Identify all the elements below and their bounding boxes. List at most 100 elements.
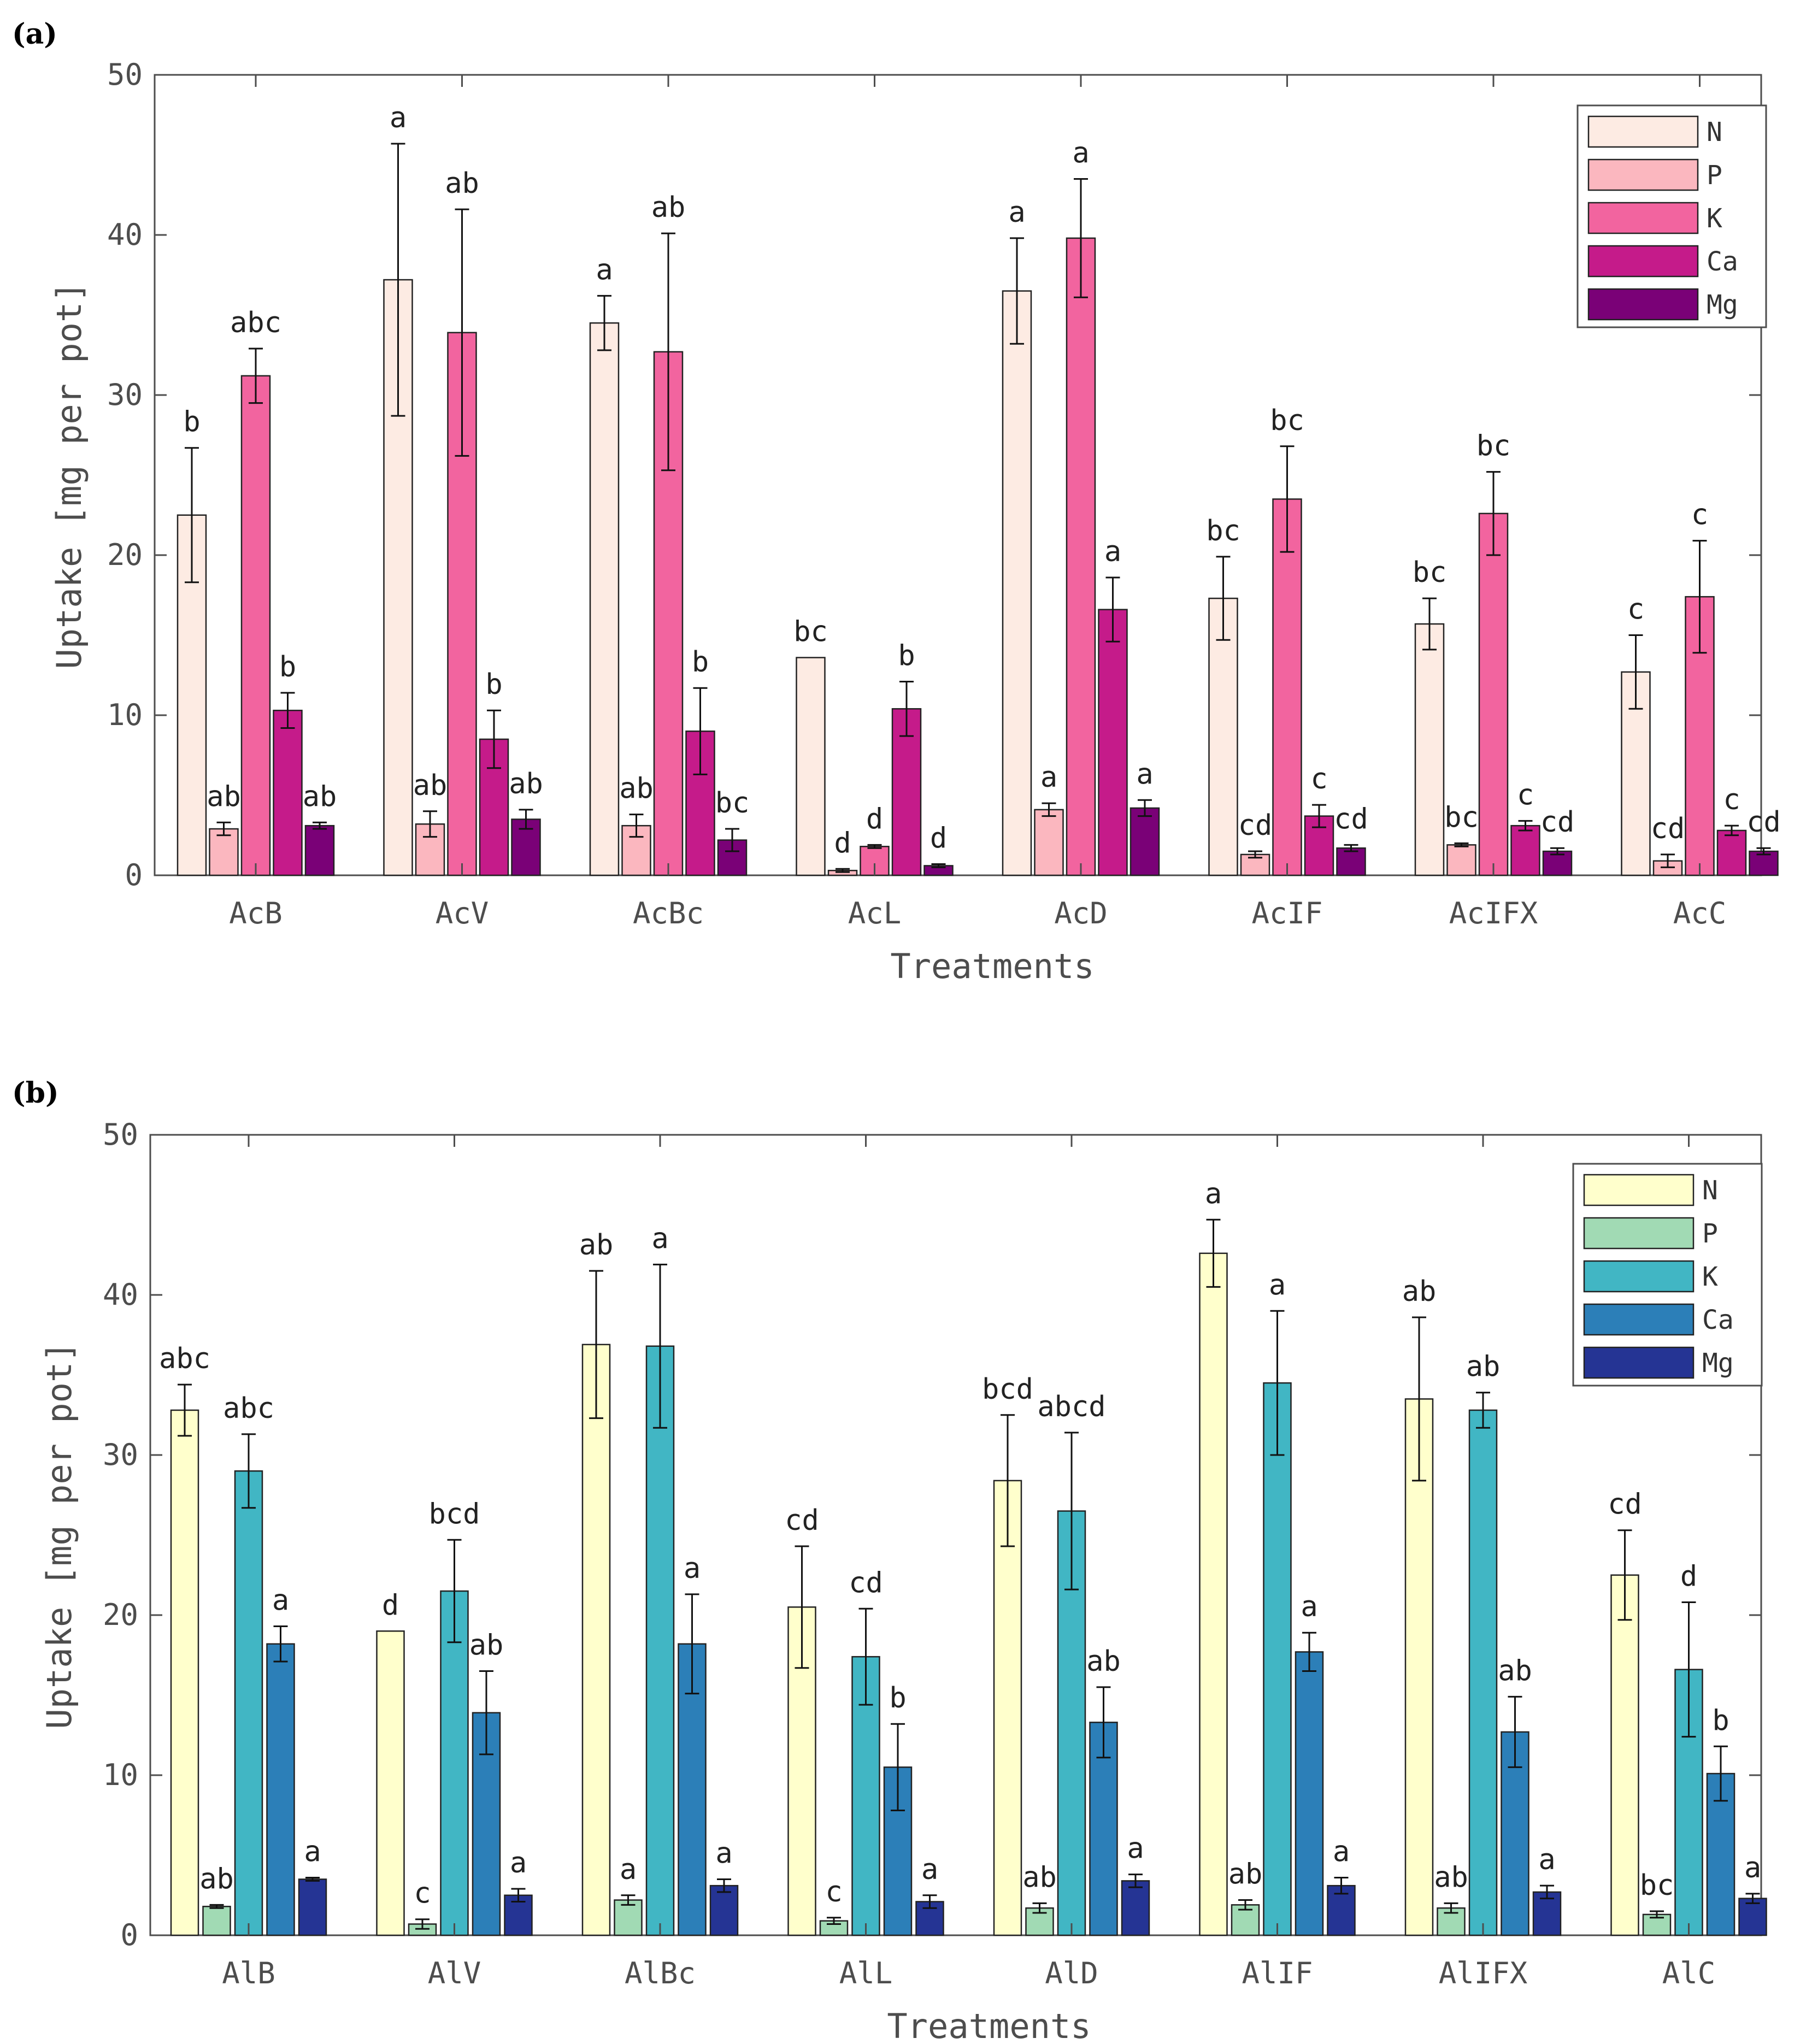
bar-N-AlC [1610,1574,1639,1936]
legend-swatch-Mg [1583,1346,1695,1379]
y-tick-label: 50 [107,57,143,92]
bar-K-AlIFX [1468,1409,1498,1936]
legend-swatch-Ca [1583,1303,1695,1336]
significance-letter: a [1538,1843,1555,1876]
bar-N-AcIFX [1414,623,1445,876]
bar-N-AcBc [589,322,620,876]
bar-P-AcD [1034,809,1064,876]
bar-Mg-AlBc [709,1884,739,1936]
significance-letter: a [1136,758,1153,791]
bar-K-AlB [234,1470,263,1936]
significance-letter: a [651,1222,668,1255]
bar-P-AlB [202,1906,231,1936]
significance-letter: a [596,254,613,286]
significance-letter: a [1072,137,1089,169]
legend-swatch-P [1583,1217,1695,1250]
bar-K-AcIF [1272,498,1302,876]
significance-letter: b [889,1682,906,1715]
significance-letter: a [510,1847,527,1880]
legend-swatch-K [1587,202,1699,234]
plot-frame [154,74,1762,876]
legend-swatch-P [1587,158,1699,191]
significance-letter: bc [1270,404,1304,437]
significance-letter: a [304,1836,321,1869]
y-tick-label: 30 [107,378,143,412]
bar-K-AcB [240,375,271,876]
significance-letter: ab [1228,1858,1263,1891]
bar-Ca-AlIF [1295,1651,1324,1936]
significance-letter: ab [445,167,479,200]
y-axis-title: Uptake [mg per pot] [39,1341,79,1729]
x-tick-label: AlC [1662,1956,1716,1990]
panel-label: (a) [12,17,57,51]
significance-letter: ab [579,1229,614,1262]
bar-N-AlIF [1199,1252,1228,1936]
x-tick-label: AlIF [1242,1956,1313,1990]
y-tick-label: 0 [120,1918,138,1952]
significance-letter: bcd [429,1498,480,1530]
legend-label-Ca: Ca [1707,246,1738,277]
significance-letter: b [485,668,502,701]
x-tick-label: AcL [848,896,902,930]
bar-P-AcB [209,828,239,876]
bar-Ca-AcB [273,709,303,876]
legend-label-P: P [1707,160,1722,191]
legend-label-Mg: Mg [1702,1348,1734,1379]
significance-letter: b [183,406,200,439]
y-tick-label: 30 [103,1438,138,1472]
significance-letter: a [1333,1836,1350,1869]
legend: NPK Ca Mg [1572,1163,1763,1387]
significance-letter: ab [1466,1351,1501,1383]
significance-letter: ab [1434,1861,1468,1894]
significance-letter: c [1723,784,1740,816]
panel-label: (b) [12,1076,59,1110]
bar-K-AcD [1066,237,1096,876]
x-axis: AcB AcV AcBc AcL AcD AcIF AcIFX AcC [229,75,1726,930]
significance-letter: cd [785,1504,819,1537]
significance-letter: cd [1540,806,1575,839]
significance-letter: bc [1413,556,1447,589]
significance-letter: c [1310,763,1327,796]
significance-letter: b [279,651,296,684]
significance-letter: b [692,646,709,679]
bar-Mg-AlC [1738,1898,1767,1936]
bar-Ca-AcIFX [1510,824,1540,876]
significance-letter: cd [1746,806,1781,839]
significance-letter: ab [199,1863,234,1895]
significance-letter: abc [159,1342,210,1375]
significance-letter: ab [1022,1861,1057,1894]
significance-letter: cd [1608,1488,1642,1521]
significance-letter: a [1205,1177,1222,1210]
bar-N-AcD [1002,290,1032,876]
legend-label-K: K [1707,203,1722,234]
x-tick-label: AlL [839,1956,893,1990]
significance-letter: c [414,1877,431,1910]
x-axis-title: Treatments [890,946,1094,986]
bar-Ca-AcD [1098,609,1128,876]
significance-letter: bc [1476,430,1511,463]
x-tick-label: AlBc [625,1956,696,1990]
significance-letter: d [1680,1560,1697,1593]
significance-letter: c [1691,499,1708,532]
significance-letter: a [1104,535,1121,568]
significance-letter: a [390,102,407,134]
bar-N-AcL [796,657,826,876]
bar-P-AcBc [621,824,651,876]
x-tick-label: AcV [436,896,489,930]
bar-N-AlIFX [1404,1398,1434,1936]
significance-letter: ab [1402,1275,1437,1308]
significance-letter: d [834,827,851,859]
y-tick-label: 0 [125,858,143,892]
bar-N-AcIF [1208,597,1238,876]
bar-N-AlBc [581,1344,611,1936]
legend-label-K: K [1702,1262,1718,1292]
y-tick-label: 20 [103,1598,138,1632]
y-axis: 0 10 20 30 40 50 [103,1117,1761,1952]
x-tick-label: AcIF [1251,896,1322,930]
significance-letter: b [1712,1704,1729,1737]
significance-letter: d [382,1589,399,1622]
